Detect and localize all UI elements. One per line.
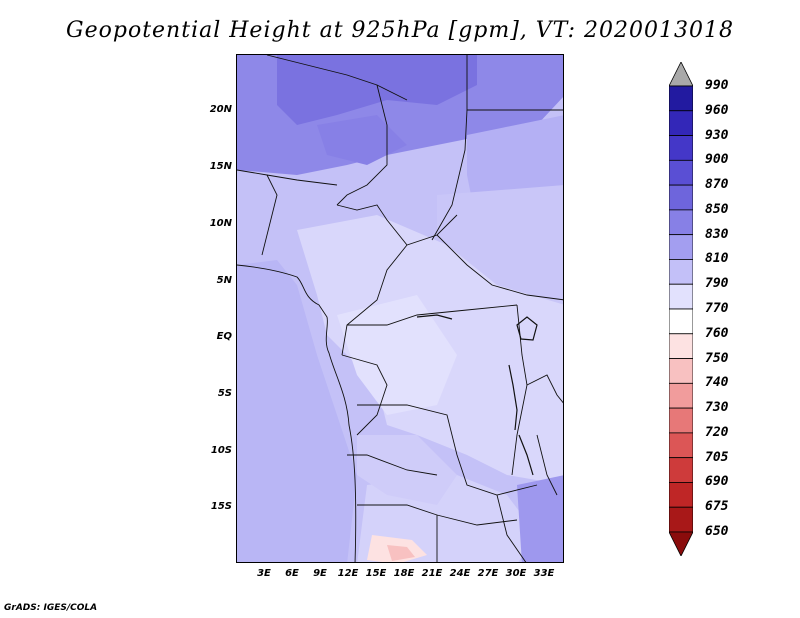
lat-label-20n: 20N <box>209 104 232 115</box>
colorbar-label: 730 <box>705 400 729 416</box>
colorbar-label: 870 <box>705 177 729 193</box>
map-panel <box>236 54 564 563</box>
lon-label-33e: 33E <box>533 568 555 579</box>
lat-label-10s: 10S <box>210 445 232 456</box>
colorbar-label: 720 <box>705 424 729 440</box>
lon-label-27e: 27E <box>477 568 499 579</box>
colorbar-label: 760 <box>705 325 729 341</box>
lat-label-5n: 5N <box>216 275 232 286</box>
colorbar-label: 850 <box>705 201 729 217</box>
colorbar-label: 900 <box>705 152 729 168</box>
colorbar-segment <box>669 259 693 285</box>
colorbar-label: 750 <box>705 350 729 366</box>
colorbar-label: 790 <box>705 276 729 292</box>
colorbar-label: 650 <box>705 524 729 539</box>
colorbar-top-triangle <box>669 62 693 87</box>
colorbar-segment <box>669 457 693 483</box>
colorbar-segment <box>669 506 693 533</box>
credit-text: GrADS: IGES/COLA <box>4 603 98 613</box>
height-field-map <box>237 55 563 562</box>
lat-label-15s: 15S <box>210 501 232 512</box>
lat-label-10n: 10N <box>209 218 232 229</box>
colorbar-segment <box>669 407 693 434</box>
colorbar-segment <box>669 184 693 211</box>
colorbar-segment <box>669 308 693 335</box>
lon-label-12e: 12E <box>337 568 359 579</box>
colorbar-label: 770 <box>705 301 729 316</box>
lat-label-eq: EQ <box>216 331 232 342</box>
colorbar-label: 930 <box>705 127 729 143</box>
colorbar <box>669 62 693 556</box>
colorbar-label: 705 <box>705 449 729 465</box>
lon-label-3e: 3E <box>257 568 271 579</box>
colorbar-label: 830 <box>705 226 729 242</box>
colorbar-segment <box>669 333 693 359</box>
colorbar-label: 810 <box>705 251 729 267</box>
colorbar-label: 990 <box>705 78 729 93</box>
colorbar-segment <box>669 85 693 112</box>
lon-label-15e: 15E <box>365 568 387 579</box>
lon-label-9e: 9E <box>313 568 327 579</box>
lat-label-15n: 15N <box>209 161 232 172</box>
colorbar-bottom-triangle <box>669 531 693 556</box>
colorbar-segment <box>669 135 693 161</box>
colorbar-segment <box>669 382 693 409</box>
colorbar-segment <box>669 358 693 384</box>
colorbar-label: 960 <box>705 102 729 118</box>
lon-label-30e: 30E <box>505 568 527 579</box>
colorbar-segment <box>669 159 693 186</box>
colorbar-label: 740 <box>705 375 729 391</box>
colorbar-segment <box>669 283 693 310</box>
colorbar-segment <box>669 234 693 260</box>
lon-label-21e: 21E <box>421 568 443 579</box>
lon-label-6e: 6E <box>285 568 299 579</box>
lat-label-5s: 5S <box>217 388 232 399</box>
lon-label-18e: 18E <box>393 568 415 579</box>
colorbar-segment <box>669 482 693 508</box>
colorbar-segment <box>669 432 693 459</box>
colorbar-label: 690 <box>705 474 729 490</box>
colorbar-label: 675 <box>705 499 729 515</box>
colorbar-segment <box>669 110 693 136</box>
colorbar-segment <box>669 209 693 236</box>
page-title: Geopotential Height at 925hPa [gpm], VT:… <box>66 18 734 43</box>
lon-label-24e: 24E <box>449 568 471 579</box>
